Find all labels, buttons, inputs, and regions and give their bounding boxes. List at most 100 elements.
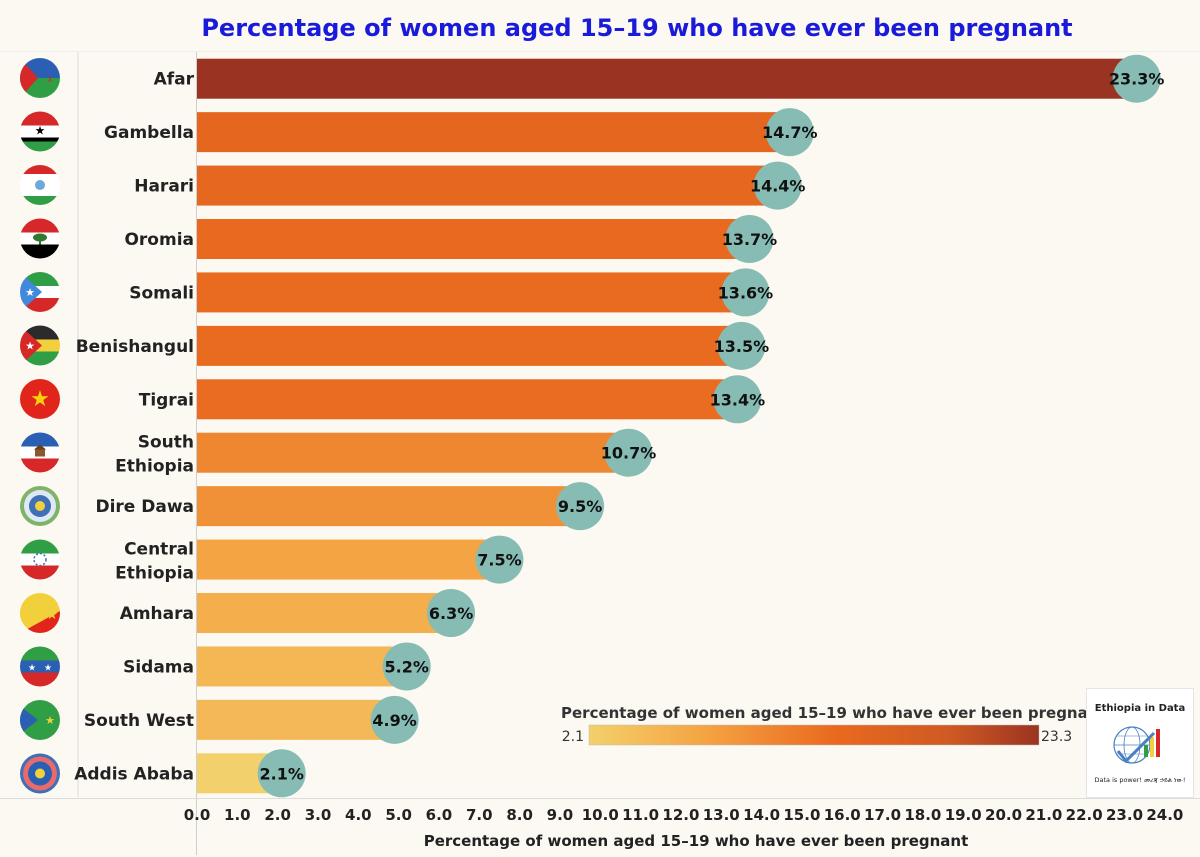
bar-south-west (197, 699, 395, 740)
category-label-harari: Harari (134, 177, 194, 197)
value-label-addis-ababa: 2.1% (259, 764, 303, 783)
bar-central-ethiopia (197, 539, 500, 580)
ethiopia-in-data-logo: Ethiopia in Data Data is power! መረጃ ኃይል … (1086, 688, 1194, 798)
value-label-oromia: 13.7% (722, 230, 778, 249)
svg-text:★: ★ (44, 664, 52, 674)
x-tick-label: 16.0 (824, 806, 861, 824)
flag-sidama-icon: ★ ★ (20, 646, 60, 687)
marker-benishangul (717, 321, 766, 370)
bar-afar (197, 58, 1137, 99)
x-tick-label: 23.0 (1106, 806, 1143, 824)
flag-somali-icon: ★ (20, 272, 60, 312)
x-tick-label: 24.0 (1146, 806, 1183, 824)
x-tick-label: 22.0 (1066, 806, 1103, 824)
svg-text:★: ★ (46, 607, 59, 623)
flag-amhara-icon: ★ (20, 593, 60, 633)
flag-south-ethiopia-icon (20, 432, 60, 473)
value-label-south-ethiopia: 10.7% (601, 444, 657, 463)
flag-central-ethiopia-icon (20, 539, 60, 580)
marker-south-ethiopia (604, 428, 653, 477)
x-tick-label: 11.0 (622, 806, 659, 824)
svg-text:★: ★ (30, 387, 50, 412)
flag-oromia-icon (20, 218, 60, 259)
x-tick-label: 1.0 (224, 806, 251, 824)
category-label-sidama: Sidama (123, 657, 194, 677)
legend-max-label: 23.3 (1041, 729, 1072, 745)
legend-min-label: 2.1 (562, 729, 584, 745)
flag-dire-dawa-icon (20, 486, 60, 526)
flag-benishangul-icon: ★ (20, 325, 60, 366)
value-label-sidama: 5.2% (385, 657, 429, 676)
marker-sidama (382, 642, 431, 691)
x-tick-label: 3.0 (305, 806, 332, 824)
value-label-afar: 23.3% (1109, 70, 1165, 89)
x-tick-label: 13.0 (703, 806, 740, 824)
bar-harari (197, 165, 778, 206)
marker-dire-dawa (556, 482, 605, 531)
category-label-afar: Afar (154, 70, 195, 90)
bar-amhara (197, 593, 452, 634)
bar-gambella (197, 112, 790, 153)
x-tick-label: 9.0 (547, 806, 574, 824)
x-axis-ticks: 0.0 1.0 2.0 3.0 4.0 5.0 6.0 7.0 8.0 9.0 10.0 11.0 12… (184, 806, 1184, 824)
category-label-dire-dawa: Dire Dawa (95, 497, 194, 517)
flag-afar-icon: x (20, 58, 60, 98)
x-tick-label: 21.0 (1025, 806, 1062, 824)
x-tick-label: 4.0 (345, 806, 372, 824)
svg-text:★: ★ (35, 124, 46, 138)
category-label-oromia: Oromia (124, 230, 194, 250)
value-label-amhara: 6.3% (429, 604, 473, 623)
category-label-benishangul: Benishangul (76, 337, 194, 357)
category-label-gambella: Gambella (104, 123, 194, 143)
flag-tigrai-icon: ★ (20, 379, 60, 419)
marker-tigrai (713, 375, 762, 424)
x-tick-label: 8.0 (506, 806, 533, 824)
bar-oromia (197, 219, 750, 260)
flag-gambella-icon: ★ (20, 111, 60, 152)
flag-harari-icon (20, 165, 60, 205)
marker-afar (1112, 54, 1161, 103)
x-tick-label: 0.0 (184, 806, 211, 824)
legend-title: Percentage of women aged 15–19 who have … (561, 704, 1106, 722)
marker-gambella (765, 108, 814, 157)
category-label-tigrai: Tigrai (139, 390, 194, 410)
value-label-south-west: 4.9% (372, 711, 416, 730)
x-tick-label: 12.0 (662, 806, 699, 824)
value-label-dire-dawa: 9.5% (558, 497, 602, 516)
x-tick-label: 18.0 (904, 806, 941, 824)
category-labels: Afar Gambella Harari Oromia Somali Benishangu… (74, 70, 194, 785)
x-tick-label: 19.0 (945, 806, 982, 824)
flag-south-west-icon: ★ (20, 700, 60, 740)
legend-gradient-bar (588, 724, 1040, 746)
svg-text:★: ★ (25, 286, 35, 299)
x-axis-title: Percentage of women aged 15–19 who have … (424, 832, 969, 850)
bar-south-ethiopia (197, 432, 629, 473)
marker-somali (721, 268, 770, 317)
x-tick-label: 5.0 (385, 806, 412, 824)
x-tick-label: 15.0 (783, 806, 820, 824)
x-tick-label: 14.0 (743, 806, 780, 824)
logo-tagline: Data is power! መረጃ ኃይል ነው! (1094, 776, 1186, 784)
category-label-somali: Somali (129, 283, 194, 303)
marker-oromia (725, 215, 774, 264)
category-label-central-ethiopia: Central Ethiopia (115, 540, 194, 584)
bar-somali (197, 272, 746, 313)
category-label-south-west: South West (84, 711, 194, 731)
svg-text:★: ★ (28, 664, 36, 674)
bar-tigrai (197, 379, 738, 420)
marker-amhara (427, 589, 476, 638)
x-tick-label: 20.0 (985, 806, 1022, 824)
category-label-amhara: Amhara (120, 604, 194, 624)
value-label-somali: 13.6% (718, 283, 774, 302)
x-tick-label: 7.0 (466, 806, 493, 824)
value-label-central-ethiopia: 7.5% (477, 551, 521, 570)
bars-group (197, 58, 1137, 794)
x-tick-label: 6.0 (426, 806, 453, 824)
category-label-addis-ababa: Addis Ababa (74, 764, 194, 784)
flags-column: x ★ (20, 58, 60, 794)
chart-title: Percentage of women aged 15–19 who have … (201, 14, 1073, 42)
value-label-benishangul: 13.5% (714, 337, 770, 356)
bar-dire-dawa (197, 486, 581, 527)
x-tick-label: 10.0 (582, 806, 619, 824)
